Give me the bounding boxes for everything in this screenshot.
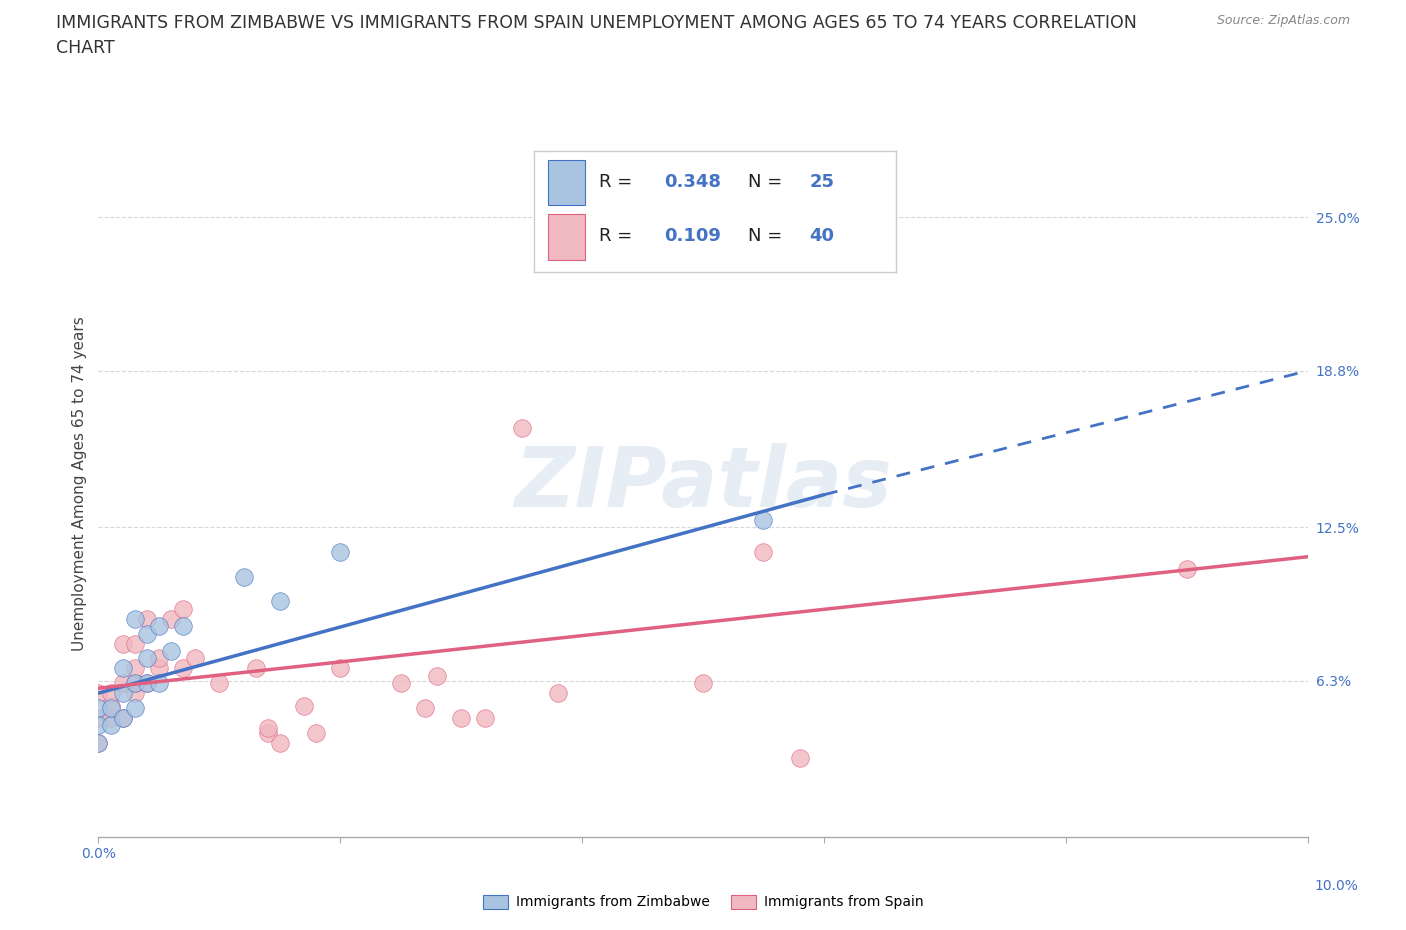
Point bbox=[160, 644, 183, 658]
Point bbox=[245, 661, 267, 676]
Point bbox=[692, 676, 714, 691]
Point bbox=[135, 626, 157, 641]
Point bbox=[789, 751, 811, 765]
Point bbox=[148, 676, 170, 691]
Point bbox=[124, 661, 146, 676]
Point bbox=[87, 736, 110, 751]
Point bbox=[87, 736, 110, 751]
Point bbox=[292, 698, 315, 713]
Point bbox=[111, 711, 134, 725]
Point bbox=[474, 711, 496, 725]
Point bbox=[269, 594, 291, 609]
Text: ZIPatlas: ZIPatlas bbox=[515, 443, 891, 525]
Point bbox=[329, 661, 352, 676]
Point bbox=[135, 676, 157, 691]
Point bbox=[510, 420, 533, 435]
Point bbox=[124, 636, 146, 651]
Point bbox=[100, 718, 122, 733]
Point bbox=[148, 618, 170, 633]
Point bbox=[413, 700, 436, 715]
Point bbox=[148, 651, 170, 666]
Legend: Immigrants from Zimbabwe, Immigrants from Spain: Immigrants from Zimbabwe, Immigrants fro… bbox=[477, 889, 929, 915]
Point bbox=[111, 661, 134, 676]
Text: Source: ZipAtlas.com: Source: ZipAtlas.com bbox=[1216, 14, 1350, 27]
Point bbox=[135, 651, 157, 666]
Point bbox=[124, 611, 146, 626]
Point bbox=[135, 611, 157, 626]
Point bbox=[124, 676, 146, 691]
Point bbox=[100, 700, 122, 715]
Point bbox=[184, 651, 207, 666]
Point bbox=[124, 700, 146, 715]
Point bbox=[329, 544, 352, 559]
Point bbox=[87, 711, 110, 725]
Point bbox=[1175, 562, 1198, 577]
Text: 10.0%: 10.0% bbox=[1315, 879, 1358, 893]
Text: IMMIGRANTS FROM ZIMBABWE VS IMMIGRANTS FROM SPAIN UNEMPLOYMENT AMONG AGES 65 TO : IMMIGRANTS FROM ZIMBABWE VS IMMIGRANTS F… bbox=[56, 14, 1137, 32]
Point bbox=[256, 725, 278, 740]
Point bbox=[813, 172, 835, 187]
Point bbox=[111, 676, 134, 691]
Point bbox=[450, 711, 472, 725]
Point bbox=[135, 676, 157, 691]
Point bbox=[160, 611, 183, 626]
Point bbox=[172, 602, 194, 617]
Point bbox=[426, 669, 449, 684]
Point bbox=[100, 698, 122, 713]
Point bbox=[172, 661, 194, 676]
Point bbox=[87, 700, 110, 715]
Point bbox=[752, 544, 775, 559]
Point bbox=[752, 512, 775, 527]
Point bbox=[100, 711, 122, 725]
Point bbox=[111, 636, 134, 651]
Point bbox=[256, 721, 278, 736]
Y-axis label: Unemployment Among Ages 65 to 74 years: Unemployment Among Ages 65 to 74 years bbox=[72, 316, 87, 651]
Point bbox=[305, 725, 328, 740]
Point bbox=[124, 685, 146, 700]
Point bbox=[87, 685, 110, 700]
Point bbox=[547, 685, 569, 700]
Point bbox=[87, 718, 110, 733]
Point bbox=[208, 676, 231, 691]
Text: CHART: CHART bbox=[56, 39, 115, 57]
Point bbox=[232, 569, 254, 584]
Point bbox=[148, 661, 170, 676]
Point bbox=[269, 736, 291, 751]
Point bbox=[172, 618, 194, 633]
Point bbox=[111, 685, 134, 700]
Point bbox=[389, 676, 412, 691]
Point bbox=[100, 685, 122, 700]
Point bbox=[124, 676, 146, 691]
Point bbox=[111, 711, 134, 725]
